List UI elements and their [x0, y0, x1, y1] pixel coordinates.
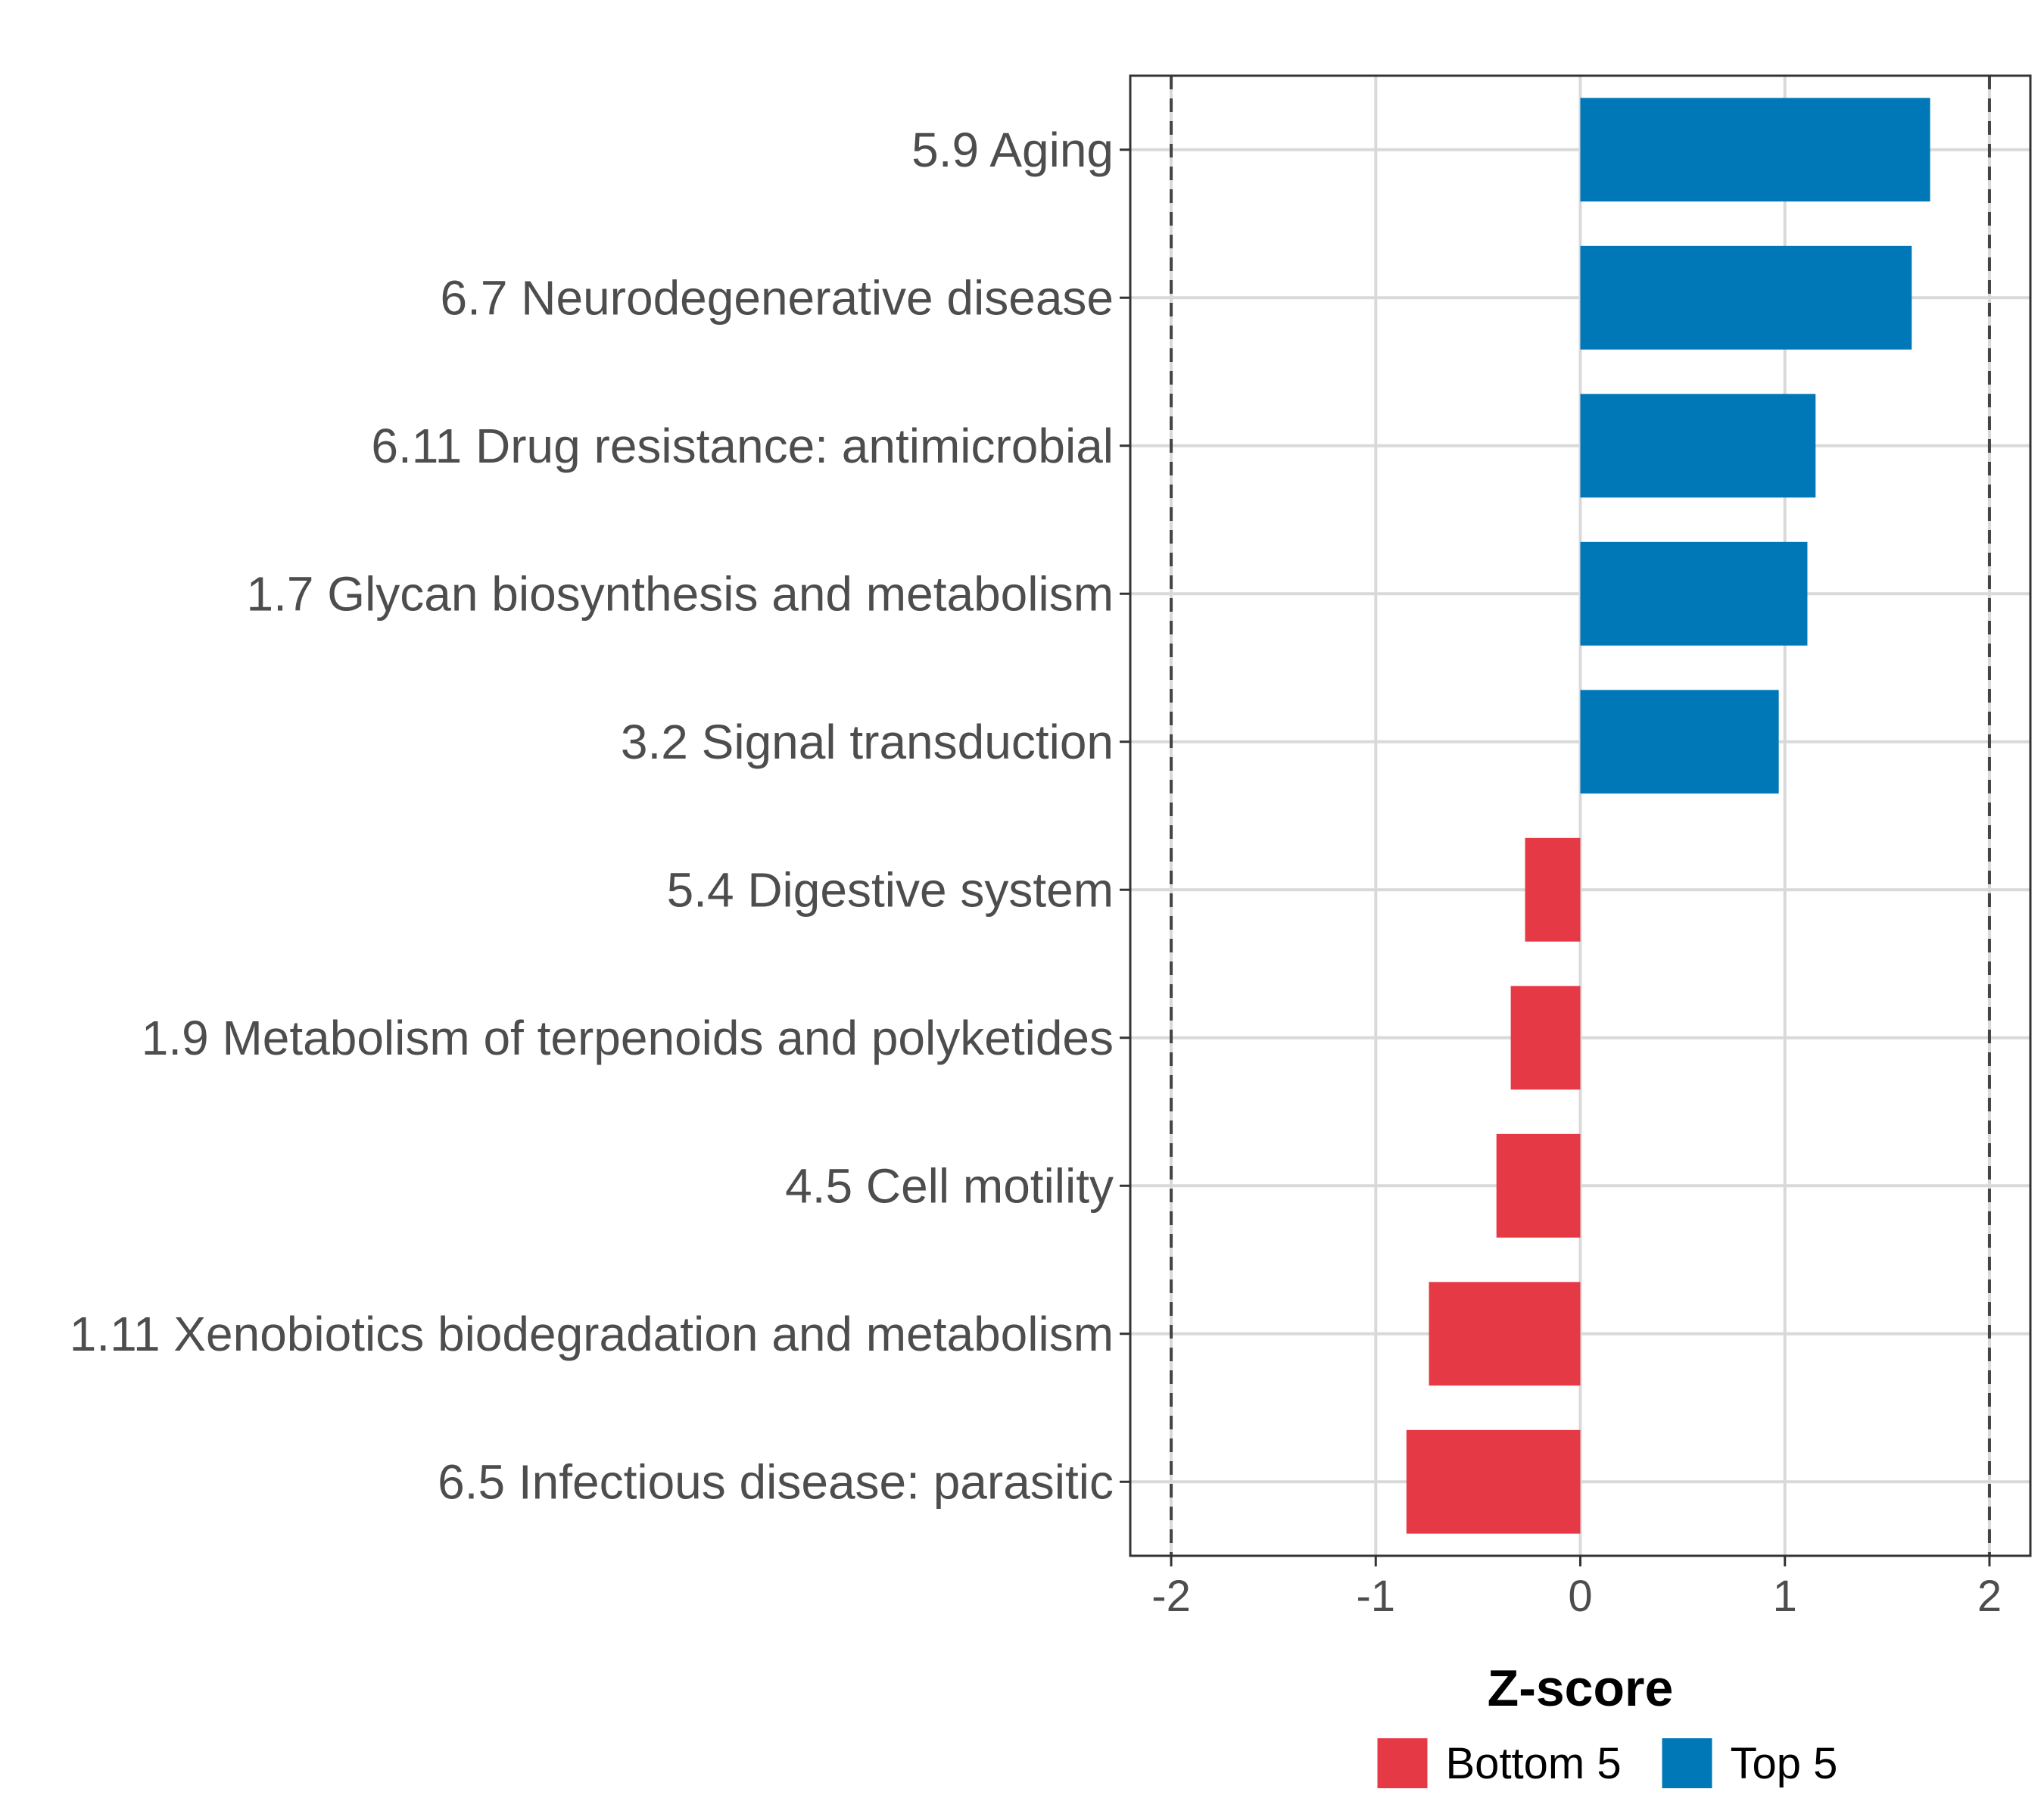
- x-tick-label-0: -2: [1151, 1572, 1191, 1621]
- category-label-1: 5.9 Aging: [911, 123, 1114, 177]
- category-label-5: 3.2 Signal transduction: [621, 715, 1114, 769]
- category-label-6: 5.4 Digestive system: [667, 862, 1114, 917]
- legend-label-1: Bottom 5: [1446, 1739, 1622, 1788]
- legend: Bottom 5 Top 5: [1377, 1738, 1838, 1788]
- bar-2: [1580, 245, 1912, 350]
- bar-4: [1580, 541, 1808, 646]
- legend-label-2: Top 5: [1731, 1739, 1838, 1788]
- legend-swatch-1: [1377, 1738, 1428, 1788]
- legend-swatch-2: [1662, 1738, 1712, 1788]
- x-tick-label-1: -1: [1356, 1572, 1395, 1621]
- bar-8: [1496, 1133, 1581, 1238]
- bar-3: [1580, 394, 1816, 498]
- y-axis: 5.9 Aging 6.7 Neurodegenerative disease 6.…: [70, 123, 1130, 1509]
- category-label-3: 6.11 Drug resistance: antimicrobial: [371, 419, 1114, 473]
- x-tick-label-4: 2: [1977, 1572, 2002, 1621]
- x-axis: -2 -1 0 1 2: [1151, 1556, 2002, 1621]
- x-tick-label-3: 1: [1773, 1572, 1797, 1621]
- category-label-7: 1.9 Metabolism of terpenoids and polyket…: [142, 1011, 1114, 1065]
- reference-lines: [1170, 76, 1991, 1556]
- category-label-2: 6.7 Neurodegenerative disease: [441, 270, 1114, 325]
- category-label-8: 4.5 Cell motility: [785, 1158, 1114, 1213]
- x-tick-label-2: 0: [1568, 1572, 1592, 1621]
- category-label-9: 1.11 Xenobiotics biodegradation and meta…: [70, 1307, 1114, 1361]
- bar-6: [1525, 837, 1581, 942]
- x-axis-title: Z-score: [1488, 1660, 1674, 1717]
- bar-7: [1510, 986, 1581, 1090]
- bar-10: [1406, 1429, 1581, 1534]
- bar-5: [1580, 690, 1779, 794]
- bars: [1406, 98, 1930, 1534]
- bar-9: [1429, 1282, 1581, 1386]
- category-label-10: 6.5 Infectious disease: parasitic: [438, 1454, 1114, 1509]
- bar-1: [1580, 98, 1930, 202]
- category-label-4: 1.7 Glycan biosynthesis and metabolism: [247, 566, 1114, 621]
